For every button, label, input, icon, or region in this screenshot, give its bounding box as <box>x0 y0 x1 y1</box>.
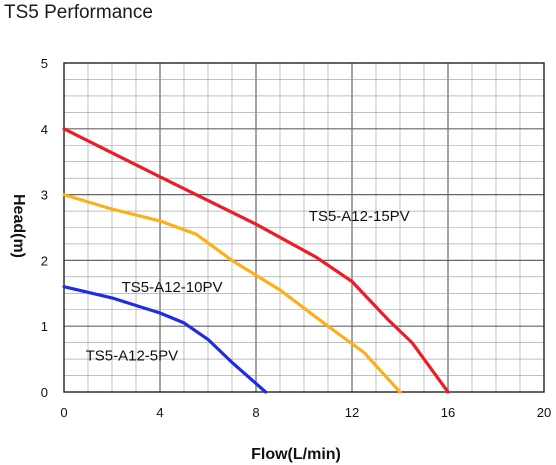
series-line-1 <box>62 127 450 394</box>
plot-frame <box>63 62 545 393</box>
series-label-3: TS5-A12-5PV <box>86 347 179 364</box>
y-tick-label: 5 <box>41 56 48 71</box>
series-line-3 <box>62 285 268 394</box>
series-lines <box>62 127 450 394</box>
y-tick-label: 0 <box>41 385 48 400</box>
series-labels: TS5-A12-15PV TS5-A12-10PV TS5-A12-5PV <box>86 208 410 364</box>
x-tick-label: 20 <box>537 405 551 420</box>
x-tick-label: 0 <box>60 405 67 420</box>
chart-title: TS5 Performance <box>4 2 153 23</box>
x-tick-label: 16 <box>441 405 455 420</box>
y-tick-label: 1 <box>41 319 48 334</box>
y-tick-label: 4 <box>41 122 48 137</box>
plot-border <box>63 62 545 393</box>
y-axis-label: Head(m) <box>10 194 27 258</box>
x-tick-label: 4 <box>156 405 163 420</box>
grid <box>64 63 544 392</box>
series-line-2 <box>62 193 402 394</box>
y-tick-label: 2 <box>41 253 48 268</box>
series-label-1: TS5-A12-15PV <box>309 208 410 225</box>
y-tick-label: 3 <box>41 188 48 203</box>
series-label-2: TS5-A12-10PV <box>122 279 223 296</box>
x-tick-label: 8 <box>252 405 259 420</box>
x-tick-label: 12 <box>345 405 359 420</box>
x-axis-label: Flow(L/min) <box>251 446 341 463</box>
